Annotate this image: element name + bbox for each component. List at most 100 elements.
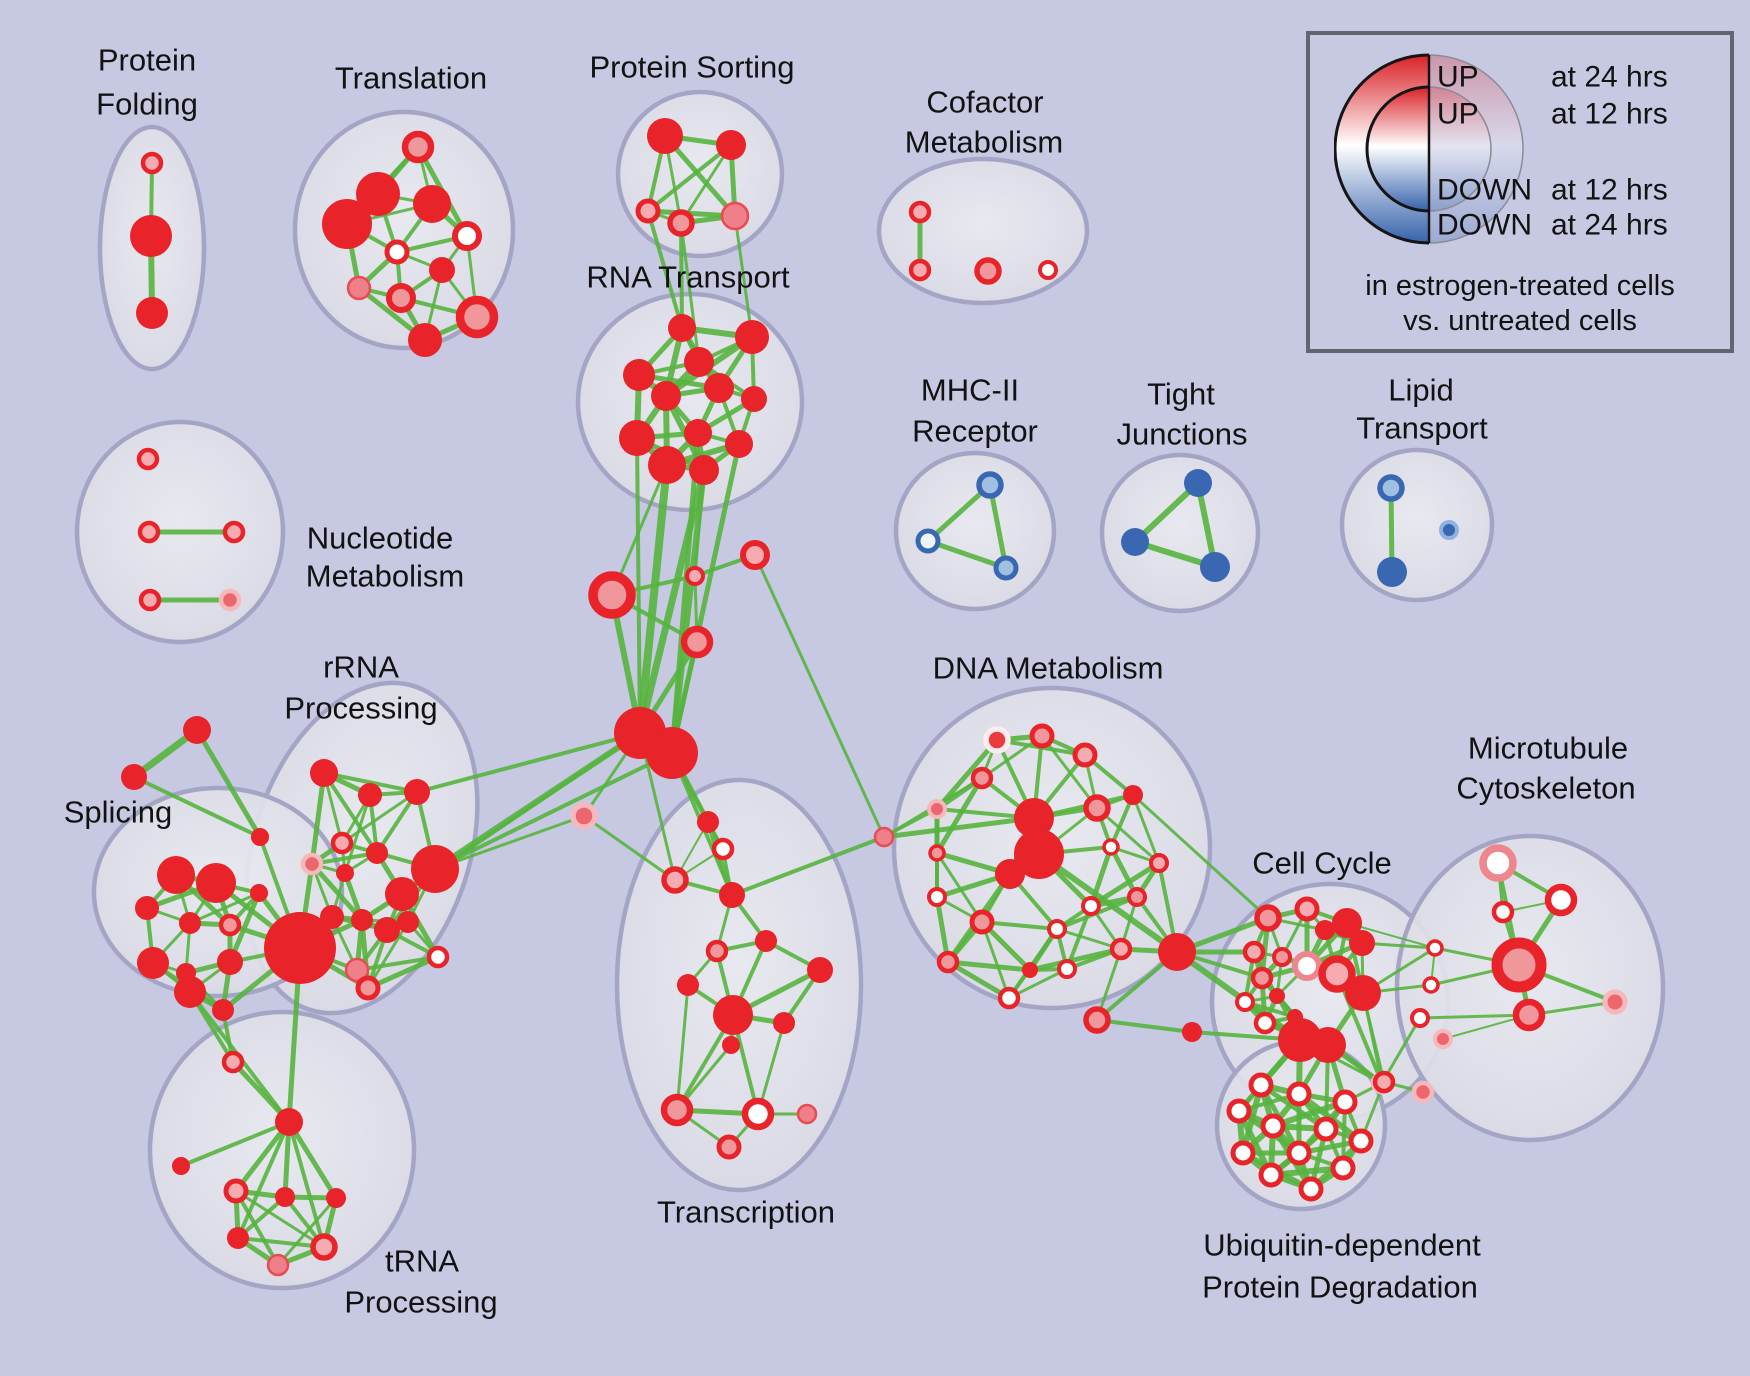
- cluster-label-cofactor-metabolism-1: Metabolism: [905, 125, 1064, 160]
- gene-node-rt-5: [704, 373, 734, 403]
- interaction-edge: [188, 891, 261, 925]
- gene-node-cc-12: [1269, 988, 1285, 1004]
- cluster-label-trna-processing-0: tRNA: [385, 1244, 459, 1279]
- interaction-edge: [1131, 793, 1270, 920]
- interaction-edge: [309, 861, 365, 923]
- legend-ring-12h: [1365, 85, 1429, 213]
- gene-node-ls-0: [183, 716, 211, 744]
- gene-node-cc-13: [1253, 1011, 1277, 1035]
- gene-node-ub-5: [1313, 1116, 1339, 1142]
- legend-direction-1: UP: [1437, 98, 1479, 131]
- interaction-edge: [980, 920, 1011, 1000]
- interaction-edge: [236, 1236, 326, 1249]
- interaction-edge: [433, 814, 586, 871]
- interaction-edge: [1095, 806, 1161, 865]
- gene-node-nm-0: [136, 447, 160, 471]
- interaction-edge: [1132, 480, 1201, 545]
- interaction-edge: [433, 751, 674, 871]
- gene-node-tr-2: [322, 199, 372, 249]
- gene-node-nm-4: [218, 588, 242, 612]
- gene-node-ls-3: [588, 571, 636, 619]
- legend-direction-0: UP: [1437, 61, 1479, 94]
- interaction-edge: [340, 790, 419, 845]
- gene-node-cc-1: [1294, 896, 1320, 922]
- cluster-label-splicing-0: Splicing: [64, 795, 173, 830]
- gene-node-tc-11: [660, 1093, 694, 1127]
- gene-node-cm-1: [908, 258, 932, 282]
- interaction-edge: [286, 1119, 339, 1201]
- interaction-edge: [355, 955, 440, 972]
- cluster-label-protein-folding-1: Folding: [96, 87, 198, 122]
- gene-node-ub-1: [1286, 1081, 1312, 1107]
- cluster-label-dna-metabolism-0: DNA Metabolism: [933, 651, 1164, 686]
- gene-node-cc-6: [1272, 947, 1292, 967]
- interaction-edge: [679, 221, 701, 364]
- gene-node-ps-0: [647, 118, 683, 154]
- cluster-label-transcription-0: Transcription: [657, 1195, 835, 1230]
- gene-node-dm-21: [997, 986, 1021, 1010]
- gene-node-mt-5: [1491, 937, 1547, 993]
- cluster-ellipse-lipid-transport: [1339, 447, 1495, 603]
- gene-node-dm-13: [1127, 887, 1147, 907]
- gene-node-rr-8: [411, 845, 459, 893]
- gene-node-mt-2: [1491, 900, 1515, 924]
- gene-node-tr-9: [455, 295, 499, 339]
- gene-node-ps-4: [720, 201, 750, 231]
- gene-node-ls-14: [1372, 1070, 1396, 1094]
- gene-node-tc-14: [716, 1134, 742, 1160]
- interaction-edge: [234, 1189, 326, 1249]
- gene-node-rt-8: [684, 419, 712, 447]
- gene-node-ub-7: [1230, 1140, 1256, 1166]
- gene-node-ls-4: [685, 566, 705, 586]
- gene-node-dm-12: [1149, 853, 1169, 873]
- gene-node-cc-8: [1318, 955, 1356, 993]
- gene-node-ub-8: [1286, 1140, 1312, 1166]
- interaction-edge: [980, 920, 1059, 931]
- cluster-ellipse-transcription: [614, 777, 864, 1193]
- gene-node-mt-4: [1422, 976, 1440, 994]
- gene-node-tc-0: [697, 811, 719, 833]
- gene-node-rt-11: [689, 455, 719, 485]
- gene-node-ps-2: [635, 198, 661, 224]
- gene-node-ls-11: [1158, 933, 1196, 971]
- legend-time-2: at 12 hrs: [1551, 174, 1668, 207]
- gene-node-tn-6: [310, 1233, 338, 1261]
- gene-node-cm-0: [908, 200, 932, 224]
- gene-node-sp-7: [217, 949, 243, 975]
- gene-node-rr-16: [355, 975, 381, 1001]
- gene-node-mt-0: [1479, 844, 1517, 882]
- gene-node-ub-9: [1330, 1155, 1356, 1181]
- cluster-label-cofactor-metabolism-0: Cofactor: [926, 85, 1043, 120]
- layer-labels: Protein Folding Translation Protein Sorting…: [64, 43, 1636, 1320]
- gene-node-sp-10: [212, 999, 234, 1021]
- cluster-ellipse-mhc-ii-receptor: [893, 450, 1057, 612]
- cluster-label-rrna-processing-0: rRNA: [323, 650, 399, 685]
- gene-node-tn-1: [172, 1157, 190, 1175]
- interaction-edge: [1270, 1099, 1348, 1129]
- gene-node-cc-3: [1315, 920, 1335, 940]
- cluster-label-microtubule-cytoskeleton-1: Cytoskeleton: [1456, 771, 1635, 806]
- gene-node-rt-1: [735, 320, 769, 354]
- gene-node-tr-8: [386, 283, 416, 313]
- gene-node-tn-8: [221, 1050, 245, 1074]
- cluster-label-lipid-transport-0: Lipid: [1388, 373, 1454, 408]
- gene-node-rt-4: [651, 381, 681, 411]
- gene-node-dm-5: [1123, 785, 1143, 805]
- cluster-ellipse-cofactor-metabolism: [876, 156, 1090, 306]
- gene-node-rt-9: [725, 430, 753, 458]
- interaction-edge: [945, 959, 1033, 973]
- gene-node-nm-1: [137, 520, 161, 544]
- legend-time-1: at 12 hrs: [1551, 98, 1668, 131]
- gene-node-tc-4: [755, 930, 777, 952]
- interaction-edge: [675, 983, 690, 1112]
- gene-node-tc-5: [705, 939, 729, 963]
- gene-node-ub-10: [1258, 1162, 1284, 1188]
- gene-node-mt-3: [1426, 939, 1444, 957]
- gene-node-rr-10: [351, 909, 373, 931]
- gene-node-dm-0: [983, 726, 1011, 754]
- interaction-edge: [322, 771, 419, 794]
- gene-node-ls-6: [680, 625, 714, 659]
- interaction-edge: [234, 1189, 280, 1267]
- gene-node-rt-6: [741, 386, 767, 412]
- interaction-edge: [287, 1120, 326, 1249]
